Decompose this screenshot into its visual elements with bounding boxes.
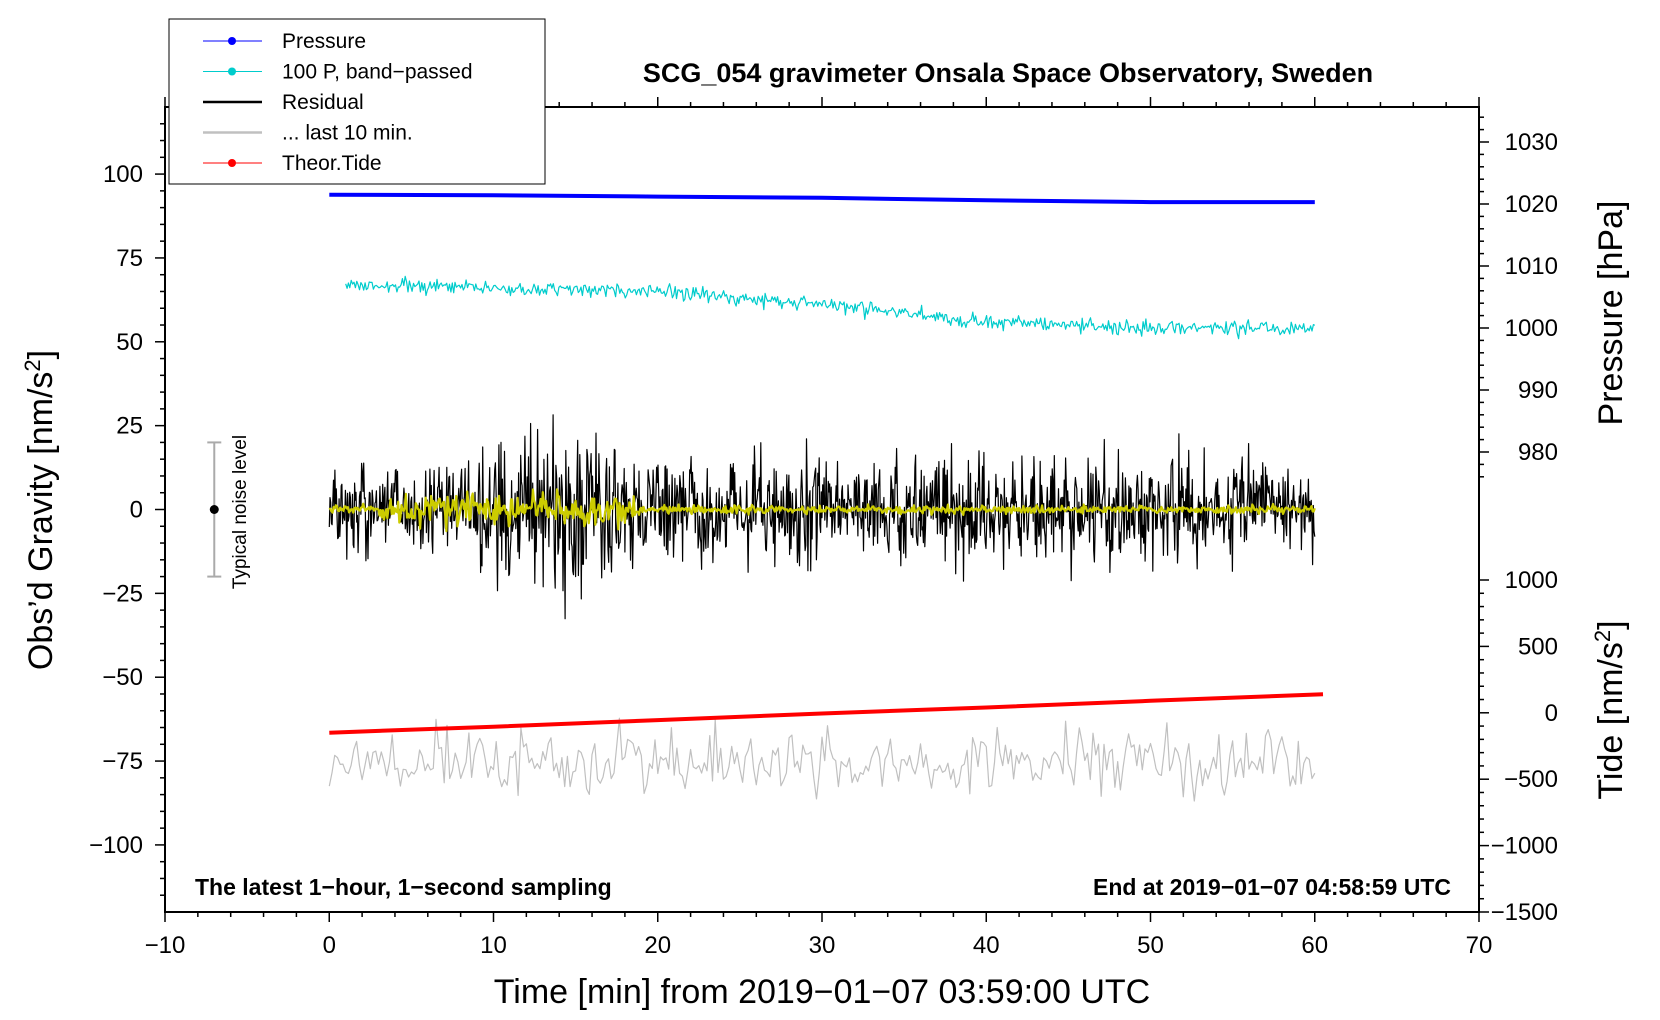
series-line-theor-tide: [329, 692, 1324, 735]
x-tick-label: 40: [973, 932, 1000, 959]
legend-marker: [228, 37, 236, 45]
tide-tick-label: −1500: [1491, 899, 1558, 926]
pressure-tick-label: 1020: [1505, 191, 1558, 218]
noise-level-indicator: [207, 441, 222, 578]
annotation-left: The latest 1−hour, 1−second sampling: [195, 874, 612, 900]
left-y-axis: 100 75 50 25 0 −25 −50 −75 −100: [89, 123, 165, 896]
x-tick-label: 60: [1301, 932, 1328, 959]
noise-center-dot: [209, 505, 219, 514]
x-tick-label: 10: [480, 932, 507, 959]
tide-tick-label: 0: [1545, 700, 1558, 727]
x-tick-label: −10: [145, 932, 186, 959]
left-tick-label: −75: [102, 748, 143, 775]
legend-label: Pressure: [282, 30, 366, 53]
pressure-y-axis: 1030 1020 1010 1000 990 980: [1479, 116, 1558, 478]
tide-tick-label: −1000: [1491, 833, 1558, 860]
series-line-100-p-band-passed: [345, 275, 1316, 340]
series-line--last-10-min-: [328, 717, 1316, 802]
legend-marker: [228, 67, 236, 76]
pressure-axis-title: Pressure [hPa]: [1592, 201, 1630, 426]
series-line-residual: [328, 414, 1316, 620]
x-tick-label: 70: [1466, 932, 1493, 959]
x-tick-label: 50: [1137, 932, 1164, 959]
pressure-tick-label: 1000: [1505, 315, 1558, 342]
left-tick-label: 0: [130, 497, 143, 524]
legend-marker: [228, 159, 236, 167]
legend-label: Theor.Tide: [282, 152, 382, 175]
x-tick-label: 20: [644, 932, 671, 959]
series-line-residual-smoothed-: [328, 488, 1316, 533]
tide-axis-title: Tide [nm/s2]: [1590, 620, 1630, 799]
left-tick-label: −100: [89, 832, 143, 859]
legend-items: Pressure 100 P, band−passed Residual ... la…: [203, 30, 473, 175]
legend: Pressure 100 P, band−passed Residual ... la…: [168, 18, 546, 185]
annotation-right: End at 2019−01−07 04:58:59 UTC: [1093, 874, 1451, 900]
pressure-tick-label: 1010: [1505, 253, 1558, 280]
left-tick-label: 100: [103, 161, 143, 188]
x-axis: −10 0 10 20 30 40 50 60 70: [145, 97, 1493, 959]
left-tick-label: −50: [102, 664, 143, 691]
left-tick-label: 75: [116, 245, 143, 272]
pressure-tick-label: 1030: [1505, 129, 1558, 156]
noise-level-label: Typical noise level: [230, 435, 251, 589]
legend-label: ... last 10 min.: [282, 122, 413, 145]
x-tick-label: 30: [809, 932, 836, 959]
series-layer: [328, 192, 1324, 802]
chart-title: SCG_054 gravimeter Onsala Space Observat…: [643, 58, 1373, 88]
left-tick-label: 25: [116, 413, 143, 440]
left-axis-title: Obs’d Gravity [nm/s2]: [20, 350, 60, 670]
tide-tick-label: 1000: [1505, 567, 1558, 594]
tide-tick-label: −500: [1504, 766, 1558, 793]
left-tick-label: −25: [102, 580, 143, 607]
legend-label: Residual: [282, 91, 364, 114]
tide-y-axis: 1000 500 0 −500 −1000 −1500: [1479, 567, 1558, 926]
left-tick-label: 50: [116, 329, 143, 356]
series-line-pressure: [329, 192, 1315, 205]
pressure-tick-label: 990: [1518, 377, 1558, 404]
x-axis-title: Time [min] from 2019−01−07 03:59:00 UTC: [494, 973, 1150, 1011]
legend-label: 100 P, band−passed: [282, 61, 473, 84]
pressure-tick-label: 980: [1518, 439, 1558, 466]
tide-tick-label: 500: [1518, 633, 1558, 660]
x-tick-label: 0: [323, 932, 336, 959]
